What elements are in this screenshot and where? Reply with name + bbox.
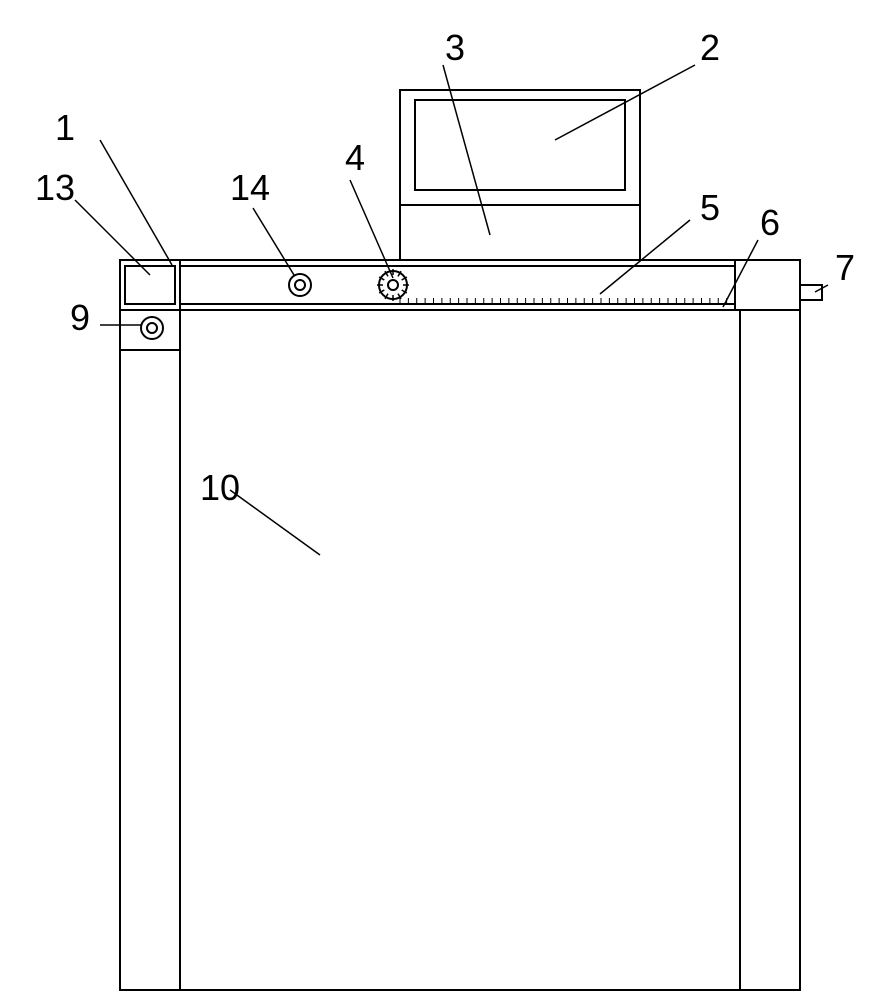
callout-label-3: 3 [445,27,465,68]
callout-label-4: 4 [345,137,365,178]
callout-label-2: 2 [700,27,720,68]
callout-label-1: 1 [55,107,75,148]
callout-label-6: 6 [760,202,780,243]
callout-label-7: 7 [835,247,855,288]
callout-label-10: 10 [200,467,240,508]
callout-label-13: 13 [35,167,75,208]
callout-label-9: 9 [70,297,90,338]
callout-label-14: 14 [230,167,270,208]
diagram-svg: 1 2 3 4 56 7 9 10 13 14 [0,0,887,1000]
technical-diagram: 1 2 3 4 56 7 9 10 13 14 [0,0,887,1000]
callout-label-5: 5 [700,187,720,228]
